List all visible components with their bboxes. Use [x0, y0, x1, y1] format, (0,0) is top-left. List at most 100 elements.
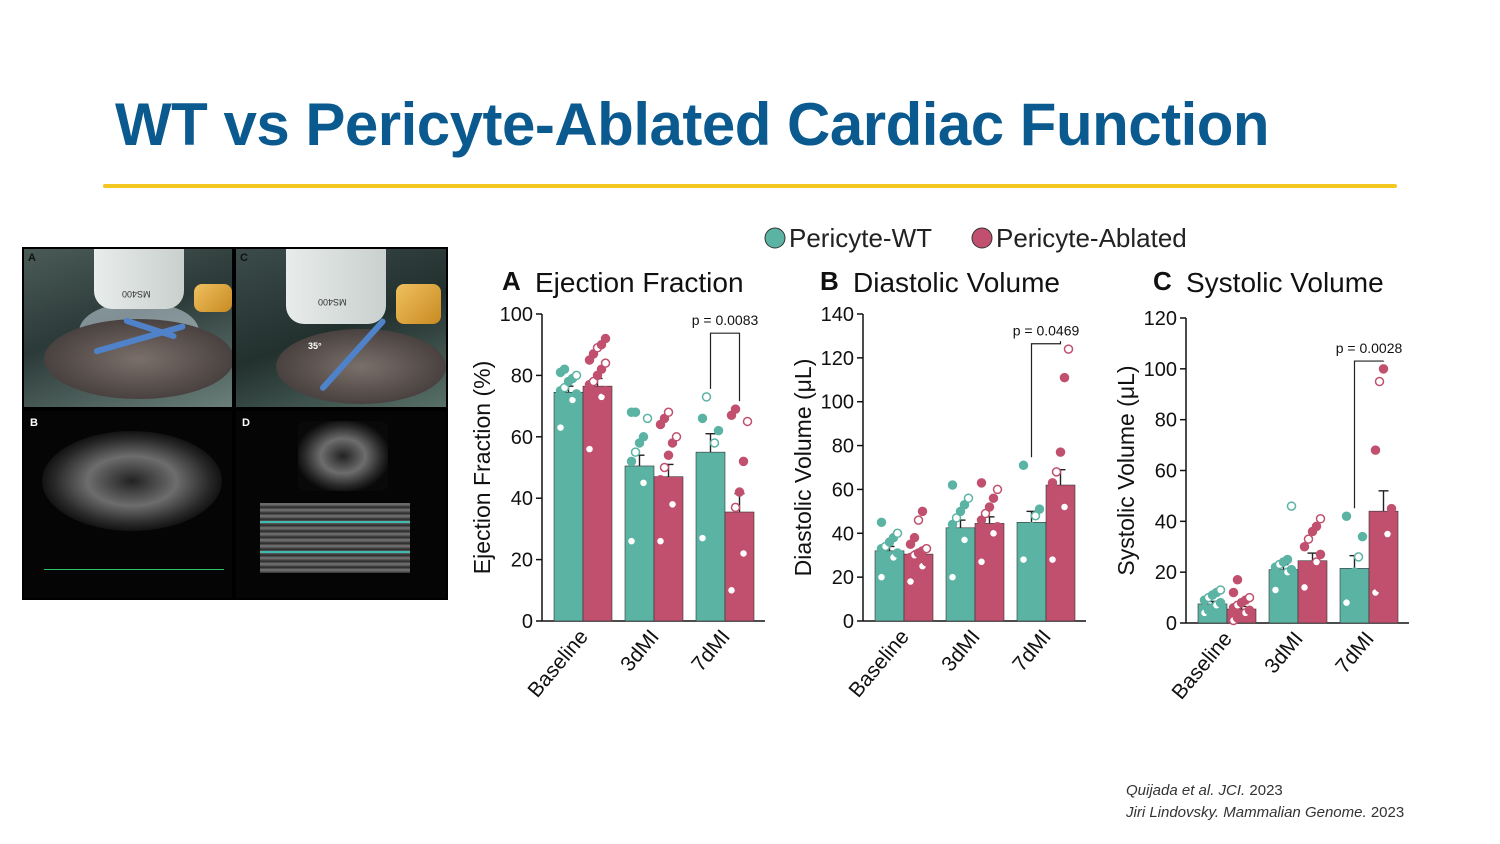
data-point [984, 502, 995, 512]
data-point [1311, 521, 1322, 532]
y-tick-label: 140 [821, 304, 854, 326]
data-point [701, 392, 712, 402]
x-tick-label: 3dMI [616, 625, 664, 676]
data-point [663, 450, 674, 460]
data-point [992, 484, 1003, 495]
data-point [630, 499, 641, 510]
slide-title: WT vs Pericyte-Ablated Cardiac Function [115, 91, 1270, 158]
data-point [1018, 460, 1029, 471]
significance-bracket [1030, 341, 1062, 458]
y-tick-label: 60 [511, 427, 533, 449]
data-point [1374, 376, 1385, 387]
data-point [955, 506, 966, 517]
x-tick-label: 3dMI [937, 625, 985, 676]
legend-marker-1 [764, 227, 786, 249]
data-point [671, 487, 682, 497]
echo-panel-b: B [24, 411, 232, 598]
data-point [921, 543, 932, 554]
data-point [1215, 585, 1226, 595]
data-point [1374, 582, 1385, 593]
data-point [642, 413, 653, 424]
y-tick-label: 120 [1144, 308, 1177, 330]
data-point [663, 511, 674, 522]
data-point [1030, 510, 1041, 521]
title-underline [103, 184, 1397, 188]
data-point [976, 478, 987, 488]
data-point [663, 407, 674, 417]
x-tick-label: Baseline [1167, 627, 1236, 703]
data-point [1228, 587, 1239, 598]
data-point [713, 425, 724, 436]
data-point [592, 401, 603, 411]
data-point [1357, 531, 1368, 542]
data-point [742, 530, 753, 540]
data-point [1270, 585, 1281, 595]
data-point [1349, 567, 1360, 577]
data-point [1026, 521, 1037, 532]
data-point [1299, 542, 1310, 552]
m-mode-trace [260, 503, 410, 573]
data-point [980, 546, 991, 556]
y-tick-label: 40 [511, 488, 533, 510]
legend-label-2: Pericyte-Ablated [996, 223, 1187, 253]
photo-panel-a: MS400 A [24, 249, 232, 407]
data-point [1341, 597, 1352, 608]
m-mode-wall-line [260, 551, 410, 553]
data-point [626, 536, 637, 546]
data-point [976, 515, 987, 525]
y-tick-label: 100 [821, 392, 854, 414]
data-point [876, 572, 887, 582]
data-point [1047, 554, 1058, 565]
panel-title-a: Ejection Fraction [535, 267, 744, 298]
data-point [1311, 557, 1322, 567]
data-point [701, 475, 712, 485]
data-point [1055, 517, 1066, 528]
data-point [1345, 582, 1356, 593]
data-point [638, 478, 649, 488]
p-value-label: p = 0.0083 [692, 312, 759, 328]
data-point [1315, 549, 1326, 560]
data-point [638, 432, 649, 442]
panel-label-b: B [30, 417, 38, 429]
data-point [742, 416, 753, 427]
anesthesia-cone [396, 284, 441, 324]
data-point [959, 535, 970, 545]
data-point [1051, 532, 1062, 543]
data-point [1303, 534, 1314, 544]
y-axis-label: Ejection Fraction (%) [469, 361, 495, 574]
bar-pericyte-ablated [582, 385, 613, 622]
data-point [738, 548, 749, 559]
data-point [992, 521, 1003, 532]
y-tick-label: 0 [1166, 613, 1177, 635]
data-point [1378, 554, 1389, 565]
data-point [1244, 605, 1255, 616]
data-point [1299, 582, 1310, 593]
data-point [588, 413, 599, 424]
data-point [571, 370, 582, 381]
p-value-label: p = 0.0469 [1013, 323, 1080, 339]
data-point [734, 487, 745, 497]
data-point [667, 499, 678, 510]
data-point [976, 557, 987, 567]
data-point [984, 537, 995, 547]
panel-letter-b: B [820, 266, 839, 296]
data-point [584, 444, 595, 454]
data-point [1018, 554, 1029, 565]
data-point [730, 404, 741, 414]
data-point [1386, 503, 1397, 514]
data-point [876, 517, 887, 528]
data-point [1022, 535, 1033, 545]
x-tick-label: 3dMI [1260, 627, 1308, 678]
data-point [726, 514, 737, 525]
bar-pericyte-ablated [1368, 510, 1399, 624]
data-point [571, 389, 582, 399]
data-point [1034, 504, 1045, 514]
y-tick-label: 80 [832, 436, 854, 458]
data-point [709, 438, 720, 448]
reference-year: 2023 [1370, 804, 1405, 821]
panel-title-b: Diastolic Volume [853, 267, 1060, 298]
data-point [892, 528, 903, 539]
references: Quijada et al. JCI. 2023 Jiri Lindovsky.… [1126, 780, 1404, 824]
data-point [1055, 447, 1066, 457]
data-point [1215, 597, 1226, 608]
